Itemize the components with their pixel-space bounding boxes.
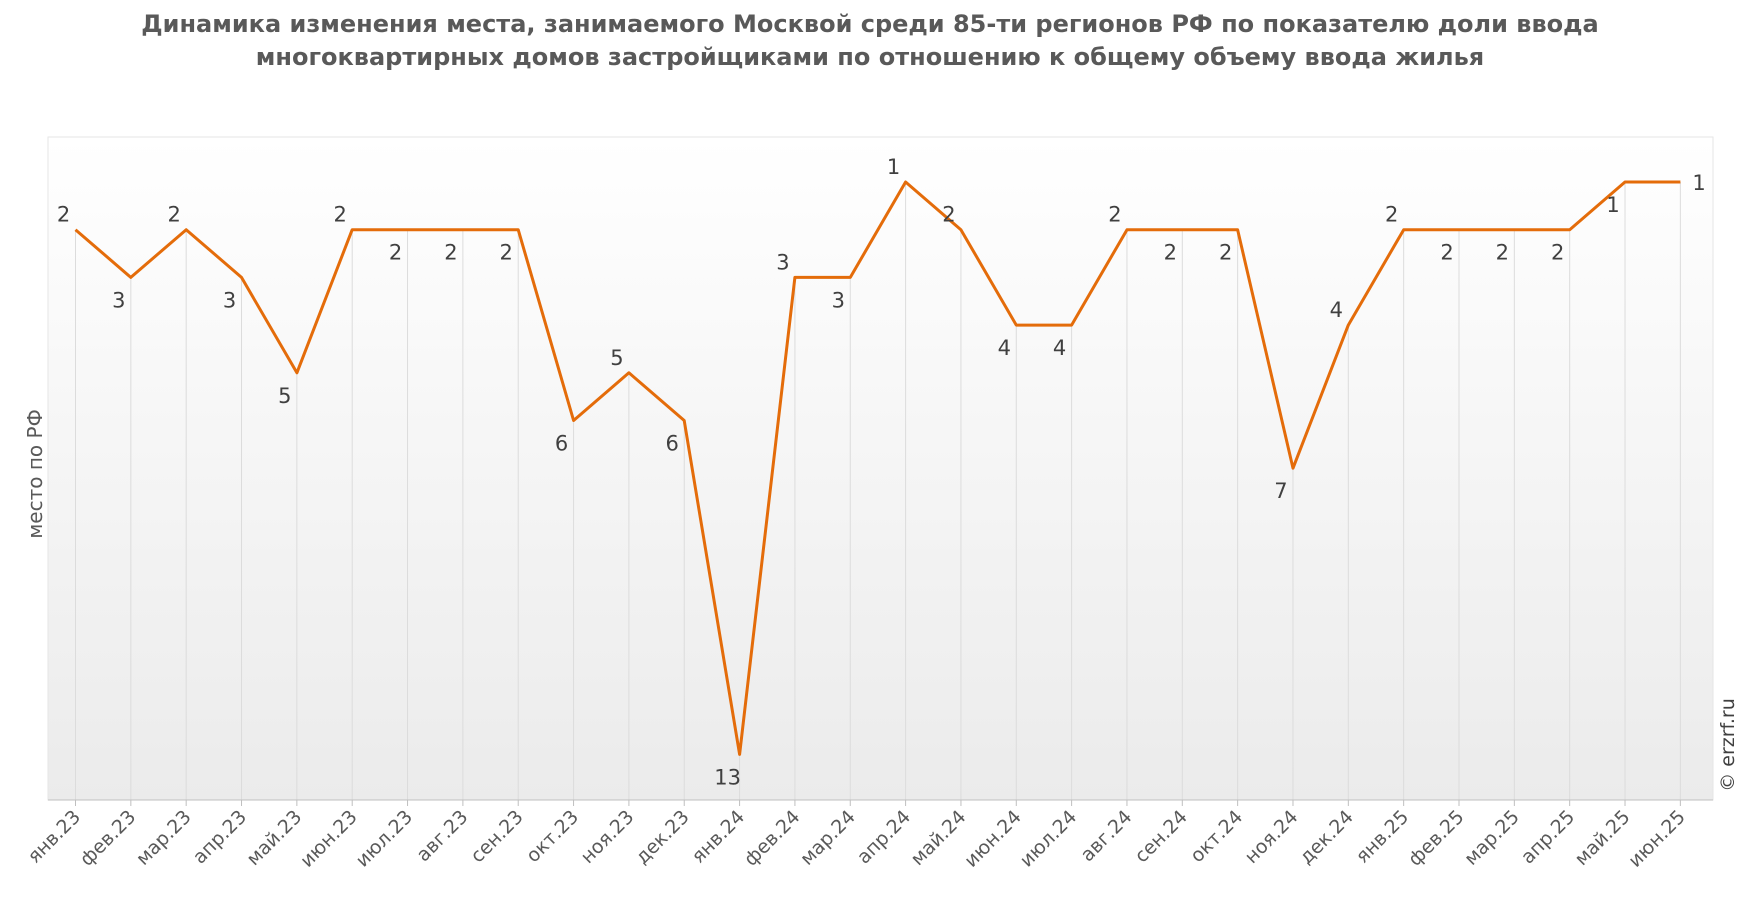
data-label: 4 (1330, 298, 1343, 322)
x-tick-label: ноя.24 (1241, 806, 1303, 868)
x-tick-label: апр.25 (1517, 806, 1579, 868)
x-tick-label: дек.24 (1295, 806, 1358, 869)
data-label: 4 (998, 336, 1011, 360)
data-label: 7 (1274, 479, 1287, 503)
data-label: 2 (1164, 241, 1177, 265)
data-label: 4 (1053, 336, 1066, 360)
x-tick-label: май.25 (1571, 806, 1635, 870)
data-label: 2 (1219, 241, 1232, 265)
data-label: 6 (666, 432, 679, 456)
data-label: 2 (500, 241, 513, 265)
data-label: 2 (167, 203, 180, 227)
data-label: 2 (57, 203, 70, 227)
x-tick-label: фев.24 (740, 806, 805, 871)
x-tick-label: мар.24 (796, 806, 860, 870)
x-tick-label: апр.23 (189, 806, 251, 868)
data-label: 1 (1692, 171, 1705, 195)
series-line-group (74, 180, 1681, 756)
x-tick-label: окт.24 (1186, 806, 1247, 867)
x-tick-label: янв.23 (23, 806, 85, 868)
x-tick-label: янв.24 (687, 806, 749, 868)
data-label: 2 (942, 203, 955, 227)
x-tick-label: авг.24 (1076, 806, 1136, 866)
x-tick-label: ноя.23 (576, 806, 638, 868)
data-label: 2 (334, 203, 347, 227)
data-label: 3 (776, 250, 789, 274)
x-tick-label: авг.23 (412, 806, 472, 866)
data-label: 2 (444, 241, 457, 265)
data-label: 1 (887, 155, 900, 179)
credit-text: © erzrf.ru (1717, 698, 1739, 792)
grid-lines (75, 182, 1681, 800)
x-tick-label: сен.24 (1130, 806, 1191, 867)
x-tick-label: июл.23 (352, 806, 418, 872)
x-tick-label: фев.23 (76, 806, 141, 871)
x-tick-label: дек.23 (631, 806, 694, 869)
data-label: 3 (112, 288, 125, 312)
data-label: 13 (714, 765, 741, 789)
x-tick-label: июн.24 (960, 806, 1026, 872)
x-tick-label: май.23 (242, 806, 306, 870)
data-label: 2 (1108, 203, 1121, 227)
data-label: 2 (1551, 241, 1564, 265)
plot-area (47, 136, 1714, 801)
x-tick-label: апр.24 (853, 806, 915, 868)
data-label: 5 (278, 384, 291, 408)
x-tick-label: май.24 (906, 806, 970, 870)
data-label: 2 (389, 241, 402, 265)
x-axis-ticks (75, 800, 1681, 806)
x-tick-label: июн.23 (296, 806, 362, 872)
chart-title: Динамика изменения места, занимаемого Мо… (141, 10, 1599, 71)
x-tick-label: мар.25 (1460, 806, 1524, 870)
x-tick-label: сен.23 (466, 806, 527, 867)
x-axis-labels: янв.23фев.23мар.23апр.23май.23июн.23июл.… (23, 806, 1690, 872)
x-tick-label: окт.23 (522, 806, 583, 867)
y-axis-label: место по РФ (23, 409, 47, 539)
data-label: 6 (555, 432, 568, 456)
data-label: 3 (223, 288, 236, 312)
data-label: 2 (1496, 241, 1509, 265)
x-tick-label: янв.25 (1351, 806, 1413, 868)
data-label: 2 (1440, 241, 1453, 265)
data-label: 5 (610, 346, 623, 370)
data-label: 3 (832, 288, 845, 312)
data-labels: 2 3 2 3 5 2 2 2 2 6 5 6 13 3 3 1 2 4 4 2 2 2 7 4 2 2 2 2 1 1 (57, 155, 1706, 789)
series-line (74, 180, 1681, 756)
x-tick-label: июл.24 (1016, 806, 1082, 872)
data-label: 2 (1385, 203, 1398, 227)
x-tick-label: фев.25 (1404, 806, 1469, 871)
data-label: 1 (1606, 193, 1619, 217)
x-tick-label: мар.23 (132, 806, 196, 870)
x-tick-label: июн.25 (1624, 806, 1690, 872)
